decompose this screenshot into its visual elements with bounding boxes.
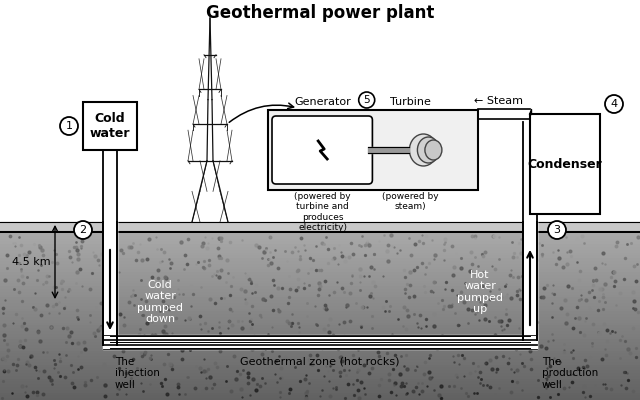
Text: (powered by
turbine and
produces
electricity): (powered by turbine and produces electri… — [294, 192, 351, 232]
Text: Geothermal zone (hot rocks): Geothermal zone (hot rocks) — [240, 357, 400, 367]
FancyBboxPatch shape — [272, 116, 372, 184]
Text: 4.5 km: 4.5 km — [12, 257, 51, 267]
Circle shape — [60, 117, 78, 135]
Circle shape — [605, 95, 623, 113]
Text: 3: 3 — [554, 225, 561, 235]
Text: 4: 4 — [611, 99, 618, 109]
Text: Geothermal power plant: Geothermal power plant — [206, 4, 434, 22]
Text: 1: 1 — [65, 121, 72, 131]
Text: Cold
water: Cold water — [90, 112, 131, 140]
Text: (powered by
steam): (powered by steam) — [383, 192, 439, 211]
FancyBboxPatch shape — [530, 114, 600, 214]
Circle shape — [358, 92, 374, 108]
Text: Turbine: Turbine — [390, 97, 431, 107]
Text: 2: 2 — [79, 225, 86, 235]
Text: Cold
water
pumped
down: Cold water pumped down — [137, 280, 183, 324]
Ellipse shape — [417, 137, 440, 163]
Text: Condenser: Condenser — [527, 158, 602, 170]
Ellipse shape — [425, 140, 442, 160]
Text: The
production
well: The production well — [542, 357, 598, 390]
Text: Generator: Generator — [294, 97, 351, 107]
Ellipse shape — [410, 134, 437, 166]
Text: Hot
water
pumped
up: Hot water pumped up — [457, 270, 503, 314]
Circle shape — [548, 221, 566, 239]
FancyBboxPatch shape — [83, 102, 137, 150]
Text: 5: 5 — [364, 95, 370, 105]
Circle shape — [74, 221, 92, 239]
FancyBboxPatch shape — [268, 110, 478, 190]
Text: ← Steam: ← Steam — [474, 96, 524, 106]
Text: The
injection
well: The injection well — [115, 357, 160, 390]
